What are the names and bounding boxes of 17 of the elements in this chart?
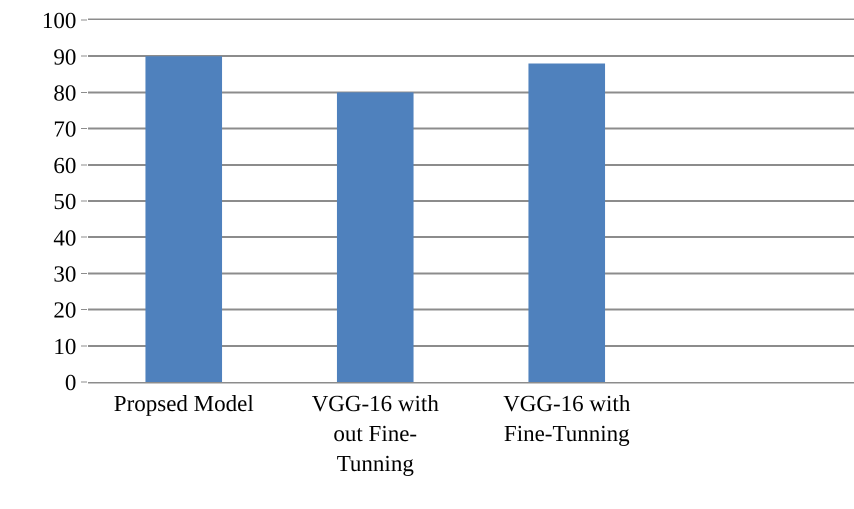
y-tick-label: 90 bbox=[53, 44, 76, 70]
y-tick-label: 40 bbox=[53, 225, 76, 250]
y-tick-label: 10 bbox=[53, 334, 76, 359]
x-tick-label: Propsed Model bbox=[114, 391, 254, 416]
bar bbox=[528, 63, 606, 382]
y-tick-label: 100 bbox=[42, 8, 76, 34]
y-tick-label: 20 bbox=[53, 298, 76, 323]
y-tick-label: 30 bbox=[53, 261, 76, 286]
bar bbox=[336, 92, 414, 382]
y-tick-label: 50 bbox=[53, 189, 76, 214]
y-tick-label: 0 bbox=[64, 370, 76, 396]
bar bbox=[145, 56, 222, 382]
x-tick-label: VGG-16 with Fine-Tunning bbox=[503, 391, 631, 446]
x-tick-label: VGG-16 with out Fine-Tunning bbox=[312, 391, 440, 476]
y-tick-label: 70 bbox=[53, 116, 76, 142]
y-tick-label: 80 bbox=[53, 80, 76, 106]
y-tick-label: 60 bbox=[53, 152, 76, 178]
